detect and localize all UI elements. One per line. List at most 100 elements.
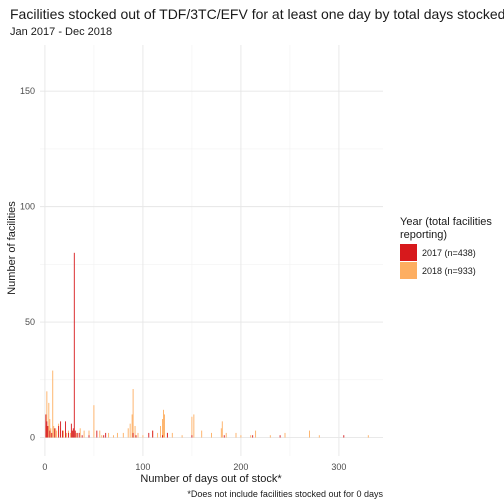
bar — [96, 430, 98, 438]
bar — [220, 428, 222, 438]
bar — [52, 370, 54, 438]
bar — [76, 432, 78, 438]
bar — [225, 432, 227, 438]
chart-caption: *Does not include facilities stocked out… — [187, 489, 383, 499]
bar — [45, 414, 47, 438]
bar — [201, 430, 203, 438]
bar — [71, 430, 73, 438]
bar — [135, 435, 137, 438]
bar — [284, 432, 286, 438]
bar — [181, 435, 183, 438]
bar — [255, 430, 257, 438]
bar — [67, 432, 69, 438]
bar — [56, 430, 58, 438]
bar — [252, 435, 254, 438]
bar — [93, 405, 95, 438]
bar — [53, 425, 55, 438]
bar — [122, 432, 124, 438]
bar — [73, 252, 75, 438]
bar — [63, 430, 64, 438]
bar — [162, 419, 163, 438]
bar — [103, 435, 105, 438]
bar — [99, 430, 101, 438]
bar — [131, 414, 133, 438]
bar — [367, 435, 369, 438]
bar — [127, 428, 129, 438]
bar — [162, 435, 163, 438]
bar — [318, 435, 320, 438]
bar — [132, 389, 134, 438]
bar — [83, 430, 85, 438]
legend-items: 2017 (n=438) 2018 (n=933) — [400, 244, 476, 279]
bar — [58, 425, 60, 438]
y-tick-label: 100 — [20, 202, 35, 212]
bar — [240, 435, 242, 438]
grid — [40, 45, 383, 456]
x-tick-label: 100 — [135, 462, 150, 472]
x-tick-label: 300 — [331, 462, 346, 472]
legend-title-line-2: reporting) — [400, 229, 447, 241]
bar — [134, 425, 136, 438]
bar — [113, 435, 114, 438]
bar — [132, 432, 134, 438]
x-tick-label: 0 — [42, 462, 47, 472]
y-axis-label: Number of facilities — [6, 201, 18, 295]
legend: Year (total facilities reporting) 2017 (… — [400, 216, 492, 279]
bar — [166, 432, 168, 438]
x-tick-label: 200 — [233, 462, 248, 472]
bar — [46, 421, 48, 438]
bar — [235, 432, 237, 438]
bar — [51, 432, 53, 438]
bar — [221, 421, 223, 438]
chart-subtitle: Jan 2017 - Dec 2018 — [10, 26, 112, 38]
bar — [279, 435, 281, 438]
bar — [54, 428, 56, 438]
bar — [88, 430, 90, 438]
bar — [49, 430, 51, 438]
bar — [47, 425, 49, 438]
bar — [223, 435, 225, 438]
bar — [72, 428, 74, 438]
bar — [60, 421, 62, 438]
chart-title: Facilities stocked out of TDF/3TC/EFV fo… — [10, 6, 504, 22]
bar — [62, 430, 63, 438]
bar — [137, 432, 139, 438]
bar — [160, 425, 161, 438]
bar — [250, 435, 252, 438]
bar — [269, 435, 271, 438]
legend-label: 2018 (n=933) — [422, 266, 476, 276]
bar — [193, 414, 195, 438]
bar — [75, 432, 77, 438]
legend-label: 2017 (n=438) — [422, 248, 476, 258]
legend-swatch — [400, 262, 417, 279]
bar — [191, 435, 193, 438]
bar — [74, 430, 76, 438]
bar — [211, 432, 212, 438]
bar — [108, 432, 110, 438]
bar — [50, 428, 52, 438]
bar — [343, 435, 345, 438]
y-tick-label: 150 — [20, 86, 35, 96]
bar — [78, 432, 80, 438]
bar — [309, 430, 310, 438]
bar — [152, 430, 154, 438]
bars — [45, 252, 369, 438]
bar — [88, 435, 90, 438]
bar — [164, 414, 165, 438]
bar — [105, 432, 107, 438]
bar — [101, 435, 103, 438]
bar — [191, 416, 193, 438]
legend-title-line-1: Year (total facilities — [400, 216, 492, 228]
y-tick-label: 50 — [25, 317, 35, 327]
x-axis-ticks: 0 100 200 300 — [42, 462, 346, 472]
bar — [116, 432, 118, 438]
bar — [171, 432, 173, 438]
bar — [81, 435, 83, 438]
bar — [55, 428, 57, 438]
y-axis-ticks: 0 50 100 150 — [20, 86, 35, 442]
bar — [142, 435, 144, 438]
bar — [46, 391, 48, 438]
bar — [70, 423, 72, 438]
bar — [163, 409, 164, 438]
